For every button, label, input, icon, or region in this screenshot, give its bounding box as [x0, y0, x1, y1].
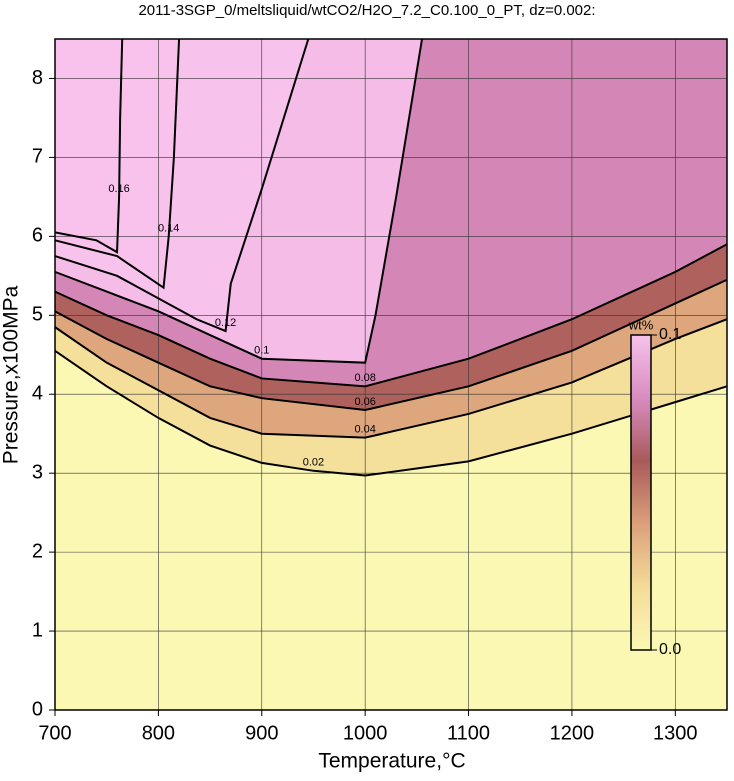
colorbar-tick-label: 0.0 — [659, 641, 681, 658]
contour-line — [54, 38, 310, 333]
y-tick-label: 1 — [32, 619, 43, 641]
contour-label: 0.16 — [108, 183, 129, 195]
colorbar — [630, 334, 652, 651]
y-tick-label: 5 — [32, 304, 43, 326]
y-tick-label: 2 — [32, 540, 43, 562]
contour-label: 0.04 — [354, 424, 375, 436]
colorbar-label: wt% — [628, 317, 654, 332]
x-axis-label: Temperature,°C — [318, 750, 465, 773]
contour-line — [54, 318, 728, 439]
contour-label: 0.1 — [254, 345, 269, 357]
contour-label: 0.12 — [215, 317, 236, 329]
chart-title: 2011-3SGP_0/meltsliquid/wtCO2/H2O_7.2_C0… — [138, 2, 595, 19]
contour-line — [54, 38, 181, 290]
contour-label: 0.14 — [158, 222, 179, 234]
contour-label: 0.06 — [354, 396, 375, 408]
y-tick-label: 3 — [32, 461, 43, 483]
x-tick-label: 800 — [142, 722, 175, 744]
y-tick-label: 8 — [32, 67, 43, 89]
x-tick-label: 1000 — [343, 722, 388, 744]
x-tick-label: 1300 — [653, 722, 698, 744]
x-tick-label: 900 — [245, 722, 278, 744]
y-axis-label: Pressure,x100MPa — [0, 285, 23, 464]
colorbar-tick-label: 0.1 — [659, 326, 681, 343]
contour-line — [54, 243, 728, 388]
y-tick-label: 4 — [32, 383, 43, 405]
x-tick-label: 1100 — [447, 722, 490, 744]
y-tick-label: 7 — [32, 146, 43, 168]
contour-line — [54, 38, 124, 254]
contour-label: 0.08 — [354, 372, 375, 384]
contour-line — [54, 278, 728, 412]
y-tick-label: 0 — [32, 698, 43, 720]
contour-fill — [55, 39, 123, 253]
plot-frame — [54, 38, 728, 711]
x-tick-label: 1200 — [550, 722, 595, 744]
contour-line — [54, 38, 424, 364]
y-tick-label: 6 — [32, 225, 43, 247]
contour-label: 0.02 — [303, 457, 324, 469]
contour-line — [54, 349, 728, 477]
x-tick-label: 700 — [38, 722, 71, 744]
